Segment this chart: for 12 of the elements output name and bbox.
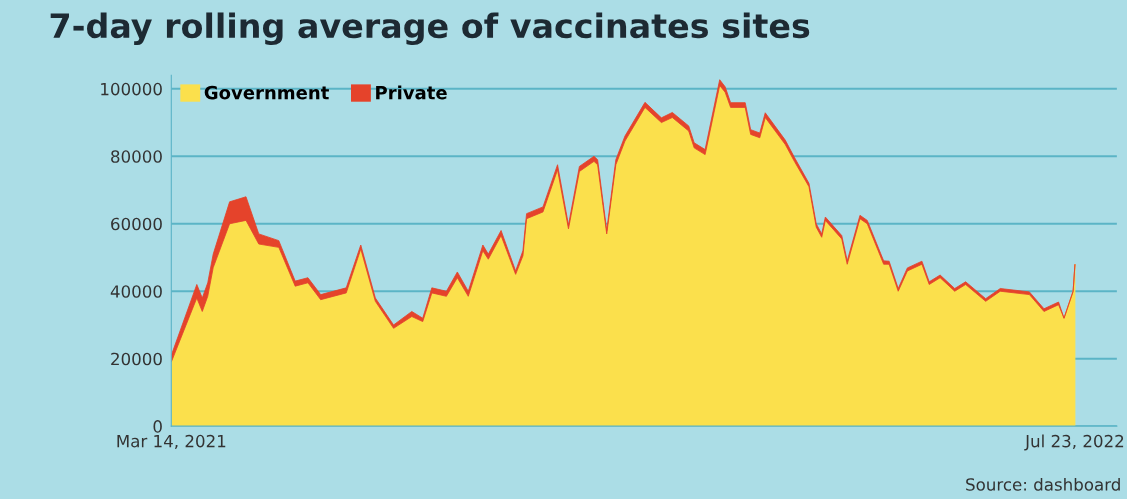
legend-label: Private <box>376 85 447 100</box>
y-tick-label: 20000 <box>111 352 162 366</box>
legend-label: Government <box>204 85 329 100</box>
source-note: Source: dashboard <box>966 477 1120 491</box>
chart-title: 7-day rolling average of vaccinates sites <box>50 12 810 45</box>
x-tick-label: Jul 23, 2022 <box>1024 434 1124 451</box>
y-tick-label: 0 <box>153 420 162 433</box>
y-tick-label: 80000 <box>111 150 162 163</box>
y-tick-label: 40000 <box>110 285 162 298</box>
y-tick-label: 60000 <box>111 217 162 231</box>
y-tick-label: 100000 <box>101 82 162 96</box>
x-tick-label: Mar 14, 2021 <box>117 434 226 450</box>
